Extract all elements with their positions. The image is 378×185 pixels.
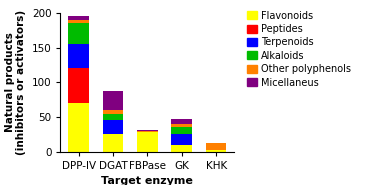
Bar: [68, 68, 89, 103]
Bar: [68, 103, 89, 152]
Bar: [103, 134, 123, 152]
Legend: Flavonoids, Peptides, Terpenoids, Alkaloids, Other polyphenols, Micellaneus: Flavonoids, Peptides, Terpenoids, Alkalo…: [245, 9, 353, 90]
Bar: [172, 134, 192, 145]
Bar: [172, 124, 192, 127]
Bar: [206, 143, 226, 150]
Y-axis label: Natural products
(inhibitors or activators): Natural products (inhibitors or activato…: [5, 10, 26, 155]
Bar: [206, 150, 226, 152]
Bar: [137, 131, 158, 132]
Bar: [68, 44, 89, 68]
Bar: [172, 119, 192, 124]
Bar: [68, 20, 89, 23]
Bar: [103, 114, 123, 120]
Bar: [103, 91, 123, 110]
Bar: [68, 23, 89, 44]
Bar: [137, 130, 158, 131]
X-axis label: Target enzyme: Target enzyme: [101, 176, 194, 185]
Bar: [68, 16, 89, 20]
Bar: [103, 120, 123, 134]
Bar: [103, 110, 123, 114]
Bar: [137, 132, 158, 152]
Bar: [172, 145, 192, 152]
Bar: [172, 127, 192, 134]
